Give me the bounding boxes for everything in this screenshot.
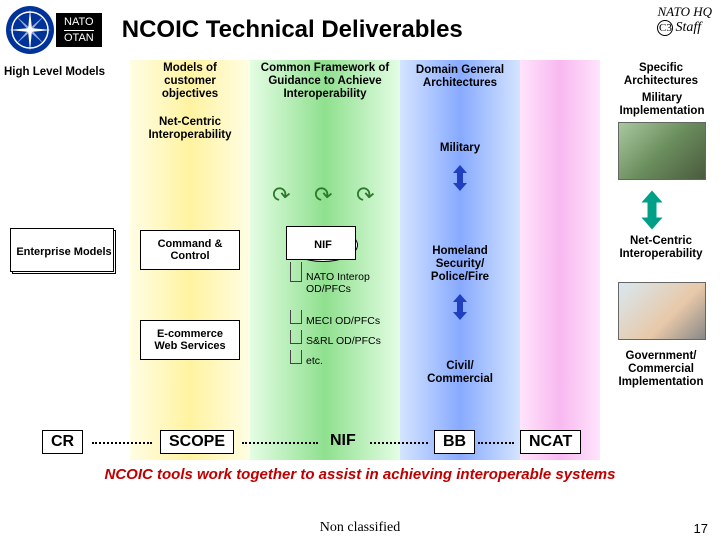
page-number: 17 (694, 521, 708, 536)
brand-bot: OTAN (64, 31, 94, 45)
c3-badge: C3 (657, 20, 673, 36)
scope-tag: SCOPE (160, 430, 234, 454)
domain-military: Military (430, 142, 490, 155)
ambulance-image (618, 282, 706, 340)
curly-arrow-icon: ↻ (348, 177, 379, 209)
cr-tag: CR (42, 430, 83, 454)
hq-block: NATO HQ C3Staff (657, 4, 712, 36)
hq-staff: Staff (675, 20, 701, 35)
col1-heading: High Level Models (4, 66, 126, 79)
col2-top: Models of customer objectives (140, 62, 240, 102)
double-arrow-icon (452, 294, 468, 320)
curly-arrow-icon: ↻ (306, 177, 337, 209)
domain-civil: Civil/ Commercial (420, 360, 500, 386)
dots (370, 442, 428, 444)
nif-oval: NIF (288, 228, 358, 262)
ecommerce-box: E-commerce Web Services (140, 320, 240, 360)
hq-line: NATO HQ (657, 4, 712, 20)
col5-top: Specific Architectures (606, 62, 716, 88)
classification-footer: Non classified (0, 520, 720, 536)
brand-block: NATO OTAN (56, 13, 102, 46)
nato-compass-icon (5, 5, 55, 55)
col2-mid: Net-Centric Interoperability (135, 116, 245, 142)
sub-meci: MECI OD/PFCs (306, 316, 402, 328)
col3-top: Common Framework of Guidance to Achieve … (256, 62, 394, 102)
brand-top: NATO (64, 15, 94, 30)
sub-srl: S&RL OD/PFCs (306, 336, 402, 348)
dots (92, 442, 152, 444)
col4-top: Domain General Architectures (408, 64, 512, 90)
domain-homeland: Homeland Security/ Police/Fire (420, 245, 500, 285)
page-title: NCOIC Technical Deliverables (122, 16, 463, 44)
enterprise-models-box: Enterprise Models (12, 230, 116, 274)
dots (478, 442, 514, 444)
conclusion-text: NCOIC tools work together to assist in a… (0, 466, 720, 483)
right-netcentric: Net-Centric Interoperability (602, 235, 720, 261)
col5-sub: Military Implementation (610, 92, 714, 118)
double-arrow-teal-icon (640, 190, 664, 230)
military-vehicle-image (618, 122, 706, 180)
command-control-box: Command & Control (140, 230, 240, 270)
sub-nato-interop: NATO Interop OD/PFCs (306, 272, 402, 295)
dots (242, 442, 318, 444)
right-gov: Government/ Commercial Implementation (604, 350, 718, 390)
ncat-tag: NCAT (520, 430, 581, 454)
curly-arrow-icon: ↻ (264, 177, 295, 209)
double-arrow-icon (452, 165, 468, 191)
nif-tag: NIF (330, 432, 356, 450)
bb-tag: BB (434, 430, 475, 454)
sub-etc: etc. (306, 356, 366, 368)
